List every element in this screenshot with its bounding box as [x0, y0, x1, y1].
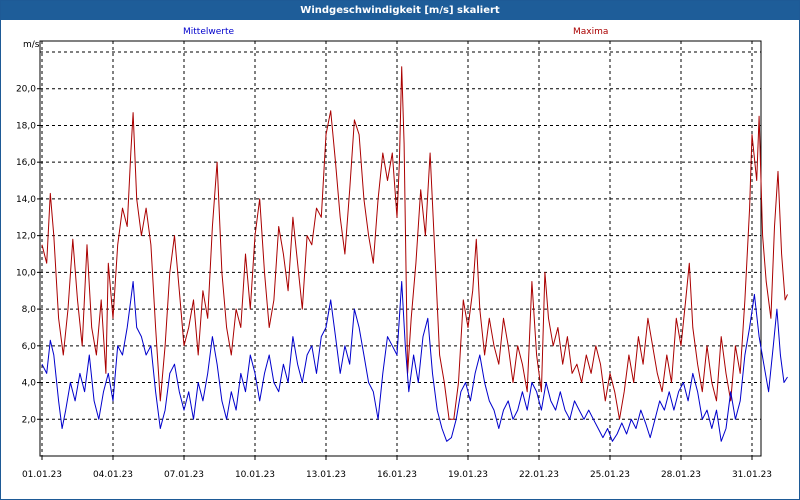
x-tick-label: 10.01.23	[235, 470, 275, 480]
y-tick-label: 4,0	[22, 379, 37, 389]
x-tick-label: 01.01.23	[22, 470, 62, 480]
x-tick-label: 28.01.23	[661, 470, 701, 480]
series-line-maxima	[41, 66, 788, 420]
y-tick-label: 12,0	[16, 232, 36, 242]
y-tick-label: 10,0	[16, 268, 36, 278]
legend-mittelwerte: Mittelwerte	[183, 27, 234, 37]
x-tick-label: 31.01.23	[732, 470, 772, 480]
x-tick-label: 16.01.23	[377, 470, 417, 480]
x-tick-label: 04.01.23	[93, 470, 133, 480]
x-tick-label: 13.01.23	[306, 470, 346, 480]
y-tick-label: 18,0	[16, 121, 36, 131]
y-tick-label: 8,0	[22, 305, 37, 315]
series-lines	[41, 66, 788, 442]
y-tick-label: 6,0	[22, 342, 37, 352]
x-tick-label: 25.01.23	[590, 470, 630, 480]
x-axis: 01.01.23 04.01.23 07.01.23 10.01.23 13.01.23…	[22, 456, 772, 480]
x-tick-label: 22.01.23	[519, 470, 559, 480]
series-line-mittelwerte	[41, 281, 788, 442]
y-axis: 2,0 4,0 6,0 8,0 10,0 12,0 14,0 16,0 18,0 20,0	[16, 85, 40, 425]
y-tick-label: 16,0	[16, 158, 36, 168]
y-tick-label: 14,0	[16, 195, 36, 205]
x-tick-label: 07.01.23	[164, 470, 204, 480]
grid-lines	[40, 41, 761, 457]
x-tick-label: 19.01.23	[448, 470, 488, 480]
y-tick-label: 20,0	[16, 85, 36, 95]
chart-title: Windgeschwindigkeit [m/s] skaliert	[1, 1, 799, 20]
y-tick-label: 2,0	[22, 415, 37, 425]
legend-maxima: Maxima	[573, 27, 608, 37]
y-axis-label: m/s	[23, 40, 40, 50]
